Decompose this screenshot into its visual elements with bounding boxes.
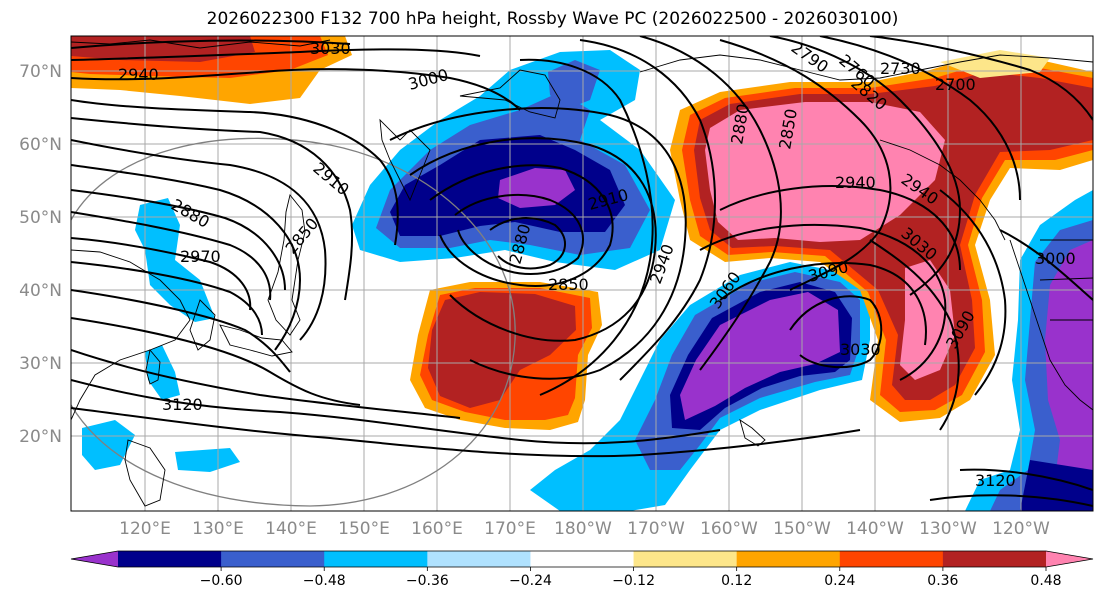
shaded-field-layer (71, 36, 1093, 511)
lon-label: 150°E (338, 519, 390, 539)
colorbar-swatch (736, 551, 841, 567)
contour-labels: 3030 2940 3000 2790 2760 2730 2700 2820 … (118, 38, 1076, 490)
lat-label: 60°N (19, 135, 62, 155)
reference-circle (71, 137, 516, 507)
colorbar: −0.60 −0.48 −0.36 −0.24 −0.12 0.12 0.24 0.36 0.4… (70, 550, 1094, 589)
colorbar-tick-label: −0.36 (406, 573, 449, 589)
map-frame (70, 35, 1094, 512)
lon-label: 130°E (192, 519, 244, 539)
colorbar-swatch (427, 551, 531, 567)
colorbar-swatch (324, 551, 428, 567)
colorbar-swatch (633, 551, 738, 567)
contour-label: 2850 (548, 275, 589, 294)
lon-label: 170°W (627, 519, 685, 539)
lon-label: 150°W (773, 519, 831, 539)
contour-label: 3030 (840, 340, 881, 359)
latitude-labels: 70°N 60°N 50°N 40°N 30°N 20°N (19, 62, 62, 447)
contour-label: 3030 (310, 39, 351, 58)
lat-label: 20°N (19, 427, 62, 447)
shade-negative-core-nw (498, 168, 575, 208)
contour-label: 3120 (162, 395, 203, 414)
lon-label: 120°E (119, 519, 171, 539)
colorbar-extend-min (71, 551, 118, 567)
colorbar-outline (70, 550, 1094, 568)
contour-label: 2940 (835, 173, 876, 192)
shade-negative-west (135, 198, 215, 322)
shade-negative-core-subtropical (680, 292, 840, 420)
lon-label: 180°W (554, 519, 612, 539)
lat-label: 50°N (19, 208, 62, 228)
colorbar-swatch (118, 551, 222, 567)
lon-label: 170°E (484, 519, 536, 539)
contour-label: 3000 (1035, 249, 1076, 268)
contour-label: 2970 (180, 247, 221, 266)
colorbar-swatch (221, 551, 325, 567)
lon-label: 160°W (700, 519, 758, 539)
lon-label: 130°W (919, 519, 977, 539)
colorbar-tick-label: 0.36 (927, 573, 958, 589)
colorbar-tick-label: 0.12 (721, 573, 752, 589)
lon-label: 160°E (411, 519, 463, 539)
colorbar-swatch (530, 551, 635, 567)
contour-label: 2940 (118, 65, 159, 84)
longitude-labels: 120°E 130°E 140°E 150°E 160°E 170°E 180°… (119, 519, 1050, 539)
contour-label: 2700 (935, 75, 976, 94)
colorbar-swatch (839, 551, 944, 567)
lon-label: 140°W (846, 519, 904, 539)
colorbar-tick-label: −0.12 (612, 573, 655, 589)
colorbar-swatch (942, 551, 1047, 567)
lon-label: 140°E (265, 519, 317, 539)
colorbar-tick-label: 0.48 (1030, 573, 1061, 589)
shade-positive-core-ne-pacific (705, 102, 945, 242)
colorbar-tick-label: −0.24 (509, 573, 552, 589)
map-title: 2026022300 F132 700 hPa height, Rossby W… (206, 9, 899, 29)
lat-label: 40°N (19, 281, 62, 301)
map-canvas: 3030 2940 3000 2790 2760 2730 2700 2820 … (71, 36, 1093, 511)
contour-label: 2730 (880, 59, 921, 78)
lat-label: 30°N (19, 354, 62, 374)
lon-label: 120°W (992, 519, 1050, 539)
colorbar-tick-label: −0.60 (200, 573, 243, 589)
colorbar-tick-label: −0.48 (303, 573, 346, 589)
colorbar-tick-label: 0.24 (824, 573, 855, 589)
contour-label: 3120 (975, 471, 1016, 490)
colorbar-extend-max (1046, 551, 1093, 567)
height-contours (71, 36, 1093, 507)
lat-label: 70°N (19, 62, 62, 82)
